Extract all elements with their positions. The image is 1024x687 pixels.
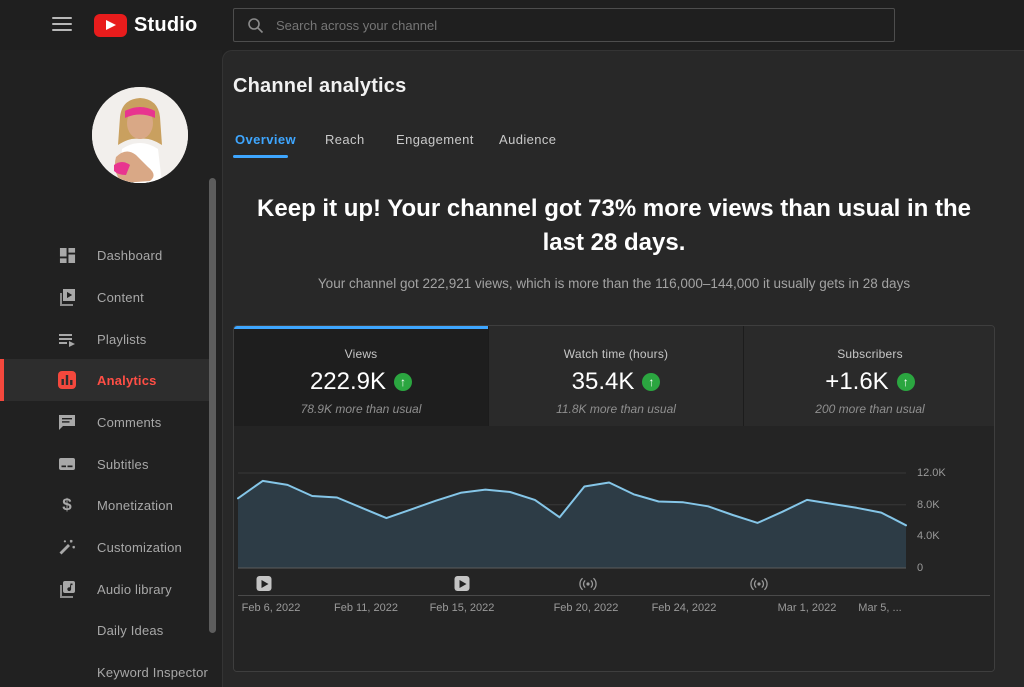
- x-tick: Mar 5, ...: [858, 602, 902, 614]
- sidebar-item-keyword-inspector[interactable]: Keyword Inspector: [97, 664, 209, 680]
- watch-time-value: 35.4K: [571, 368, 635, 395]
- views-area-chart: [237, 472, 907, 569]
- tab-reach[interactable]: Reach: [325, 132, 365, 147]
- x-tick: Feb 15, 2022: [429, 602, 495, 614]
- studio-logo-text: Studio: [134, 13, 198, 36]
- views-delta: 78.9K more than usual: [300, 402, 422, 416]
- subscribers-value: +1.6K: [825, 368, 889, 395]
- sidebar-item-content[interactable]: Content: [0, 276, 210, 318]
- playlists-icon: [57, 329, 77, 349]
- sidebar-item-dashboard[interactable]: Dashboard: [0, 234, 210, 276]
- customization-wand-icon: [57, 537, 77, 557]
- sidebar-item-playlists[interactable]: Playlists: [0, 318, 210, 360]
- live-marker-icon[interactable]: [577, 576, 599, 597]
- youtube-play-icon: [94, 13, 127, 37]
- hamburger-menu-icon[interactable]: [52, 17, 72, 33]
- sidebar-item-analytics[interactable]: Analytics: [0, 359, 210, 401]
- sidebar: Dashboard Content Playlists Analytics Co…: [0, 50, 222, 687]
- analytics-icon: [57, 370, 77, 390]
- content-icon: [57, 287, 77, 307]
- subtitles-icon: [57, 454, 77, 474]
- x-tick: Feb 11, 2022: [333, 602, 399, 614]
- metric-card-views[interactable]: Views 222.9K ↑ 78.9K more than usual: [234, 326, 488, 426]
- trend-up-icon: ↑: [394, 373, 413, 391]
- active-tab-underline: [233, 155, 288, 158]
- x-axis-line: [238, 595, 990, 596]
- analytics-summary-card: Views 222.9K ↑ 78.9K more than usual Wat…: [233, 325, 995, 672]
- card-divider: [743, 326, 744, 426]
- subscribers-delta: 200 more than usual: [815, 402, 925, 416]
- search-icon: [248, 17, 264, 33]
- views-chart-zone: 12.0K 8.0K 4.0K 0 Feb 6, 2022 Feb 11, 20…: [234, 426, 994, 671]
- sidebar-scrollbar[interactable]: [209, 178, 216, 633]
- insight-headline: Keep it up! Your channel got 73% more vi…: [257, 195, 971, 256]
- y-tick-4k: 4.0K: [917, 530, 940, 542]
- y-tick-8k: 8.0K: [917, 499, 940, 511]
- trend-up-icon: ↑: [642, 373, 661, 391]
- views-value: 222.9K: [309, 368, 387, 395]
- channel-search-bar[interactable]: [233, 8, 895, 42]
- trend-up-icon: ↑: [896, 373, 915, 391]
- x-tick: Mar 1, 2022: [777, 602, 837, 614]
- selected-metric-indicator: [234, 326, 488, 329]
- x-tick: Feb 20, 2022: [553, 602, 619, 614]
- tab-overview[interactable]: Overview: [235, 132, 297, 147]
- y-tick-12k: 12.0K: [917, 467, 946, 479]
- x-tick: Feb 6, 2022: [241, 602, 301, 614]
- y-tick-0: 0: [917, 562, 924, 574]
- sidebar-item-monetization[interactable]: $ Monetization: [0, 484, 210, 526]
- sidebar-item-daily-ideas[interactable]: Daily Ideas: [97, 622, 164, 638]
- sidebar-item-subtitles[interactable]: Subtitles: [0, 443, 210, 485]
- search-input[interactable]: [276, 17, 836, 33]
- tab-engagement[interactable]: Engagement: [396, 132, 474, 147]
- card-divider: [488, 326, 489, 426]
- metric-card-subscribers[interactable]: Subscribers +1.6K ↑ 200 more than usual: [744, 326, 994, 426]
- insight-subheadline: Your channel got 222,921 views, which is…: [317, 276, 911, 291]
- top-bar: Studio: [0, 0, 1024, 50]
- video-marker-icon[interactable]: [454, 576, 470, 591]
- sidebar-item-comments[interactable]: Comments: [0, 401, 210, 443]
- youtube-studio-logo[interactable]: Studio: [94, 12, 197, 38]
- page-title: Channel analytics: [233, 75, 407, 97]
- metric-card-watch-time[interactable]: Watch time (hours) 35.4K ↑ 11.8K more th…: [489, 326, 743, 426]
- sidebar-item-audio-library[interactable]: Audio library: [0, 568, 210, 610]
- channel-avatar[interactable]: [92, 87, 188, 183]
- live-marker-icon[interactable]: [748, 576, 770, 597]
- sidebar-item-customization[interactable]: Customization: [0, 526, 210, 568]
- avatar-photo: [92, 87, 188, 183]
- views-fill: [238, 480, 906, 568]
- video-marker-icon[interactable]: [256, 576, 272, 591]
- dashboard-icon: [57, 245, 77, 265]
- x-tick: Feb 24, 2022: [651, 602, 717, 614]
- audio-library-icon: [57, 579, 77, 599]
- tab-audience[interactable]: Audience: [499, 132, 557, 147]
- monetization-icon: $: [62, 495, 72, 514]
- views-line: [237, 479, 907, 527]
- watch-time-delta: 11.8K more than usual: [556, 402, 676, 416]
- comments-icon: [57, 412, 77, 432]
